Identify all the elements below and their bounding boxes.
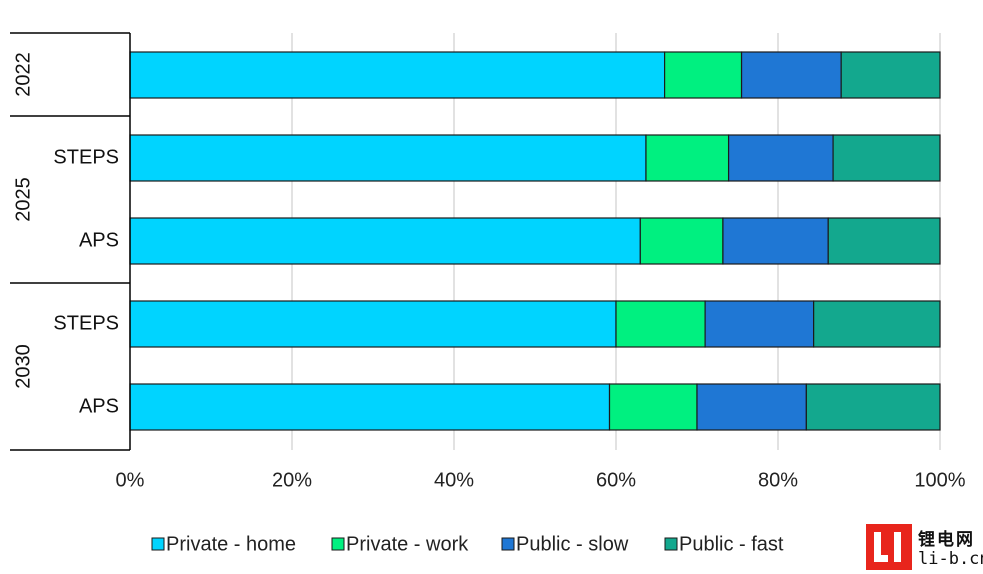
bar-segment-public-slow [704, 300, 815, 348]
x-tick-label: 0% [116, 469, 145, 491]
logo-chinese-text: 锂电网 [918, 530, 975, 550]
legend-swatch [331, 537, 345, 551]
group-label: 2030 [12, 344, 34, 389]
bar-segment-private-home [129, 217, 641, 265]
bar-segment-public-fast [832, 134, 941, 182]
bar-segment-public-fast [840, 51, 941, 99]
logo-mark [866, 524, 912, 570]
group-label: 2022 [12, 52, 34, 97]
bar-segment-public-fast [805, 383, 941, 431]
li-b-logo: 锂电网 li-b.cn [866, 524, 983, 574]
bar-segment-private-home [129, 300, 617, 348]
bar-segment-private-work [608, 383, 698, 431]
x-tick-label: 80% [758, 469, 798, 491]
bars [129, 51, 941, 431]
bar-segment-private-home [129, 51, 666, 99]
bar-segment-public-slow [722, 217, 829, 265]
logo-domain-text: li-b.cn [918, 549, 983, 569]
legend-label: Private - home [166, 533, 296, 555]
row-label: APS [79, 395, 119, 417]
group-label: 2025 [12, 177, 34, 222]
bar-segment-public-slow [696, 383, 807, 431]
x-tick-label: 40% [434, 469, 474, 491]
category-axis: 2022 2025 2030 STEPS APS STEPS APS [10, 32, 131, 451]
bar-segment-private-work [663, 51, 743, 99]
x-tick-label: 60% [596, 469, 636, 491]
bar-segment-private-work [615, 300, 706, 348]
x-axis-ticks: 0% 20% 40% 60% 80% 100% [116, 469, 966, 491]
bar-segment-private-home [129, 383, 611, 431]
bar-segment-public-slow [740, 51, 842, 99]
x-tick-label: 100% [914, 469, 965, 491]
legend-label: Public - fast [679, 533, 784, 555]
bar-segment-private-work [645, 134, 730, 182]
bar-segment-public-fast [813, 300, 941, 348]
legend-swatch [664, 537, 678, 551]
bar-segment-public-slow [727, 134, 834, 182]
bar-segment-private-work [639, 217, 724, 265]
legend-label: Public - slow [516, 533, 629, 555]
row-label: STEPS [53, 146, 119, 168]
legend: Private - home Private - work Public - slo… [151, 533, 784, 555]
row-label: APS [79, 229, 119, 251]
x-tick-label: 20% [272, 469, 312, 491]
row-label: STEPS [53, 312, 119, 334]
legend-swatch [151, 537, 165, 551]
legend-label: Private - work [346, 533, 469, 555]
bar-segment-public-fast [827, 217, 941, 265]
bar-segment-private-home [129, 134, 647, 182]
legend-swatch [501, 537, 515, 551]
